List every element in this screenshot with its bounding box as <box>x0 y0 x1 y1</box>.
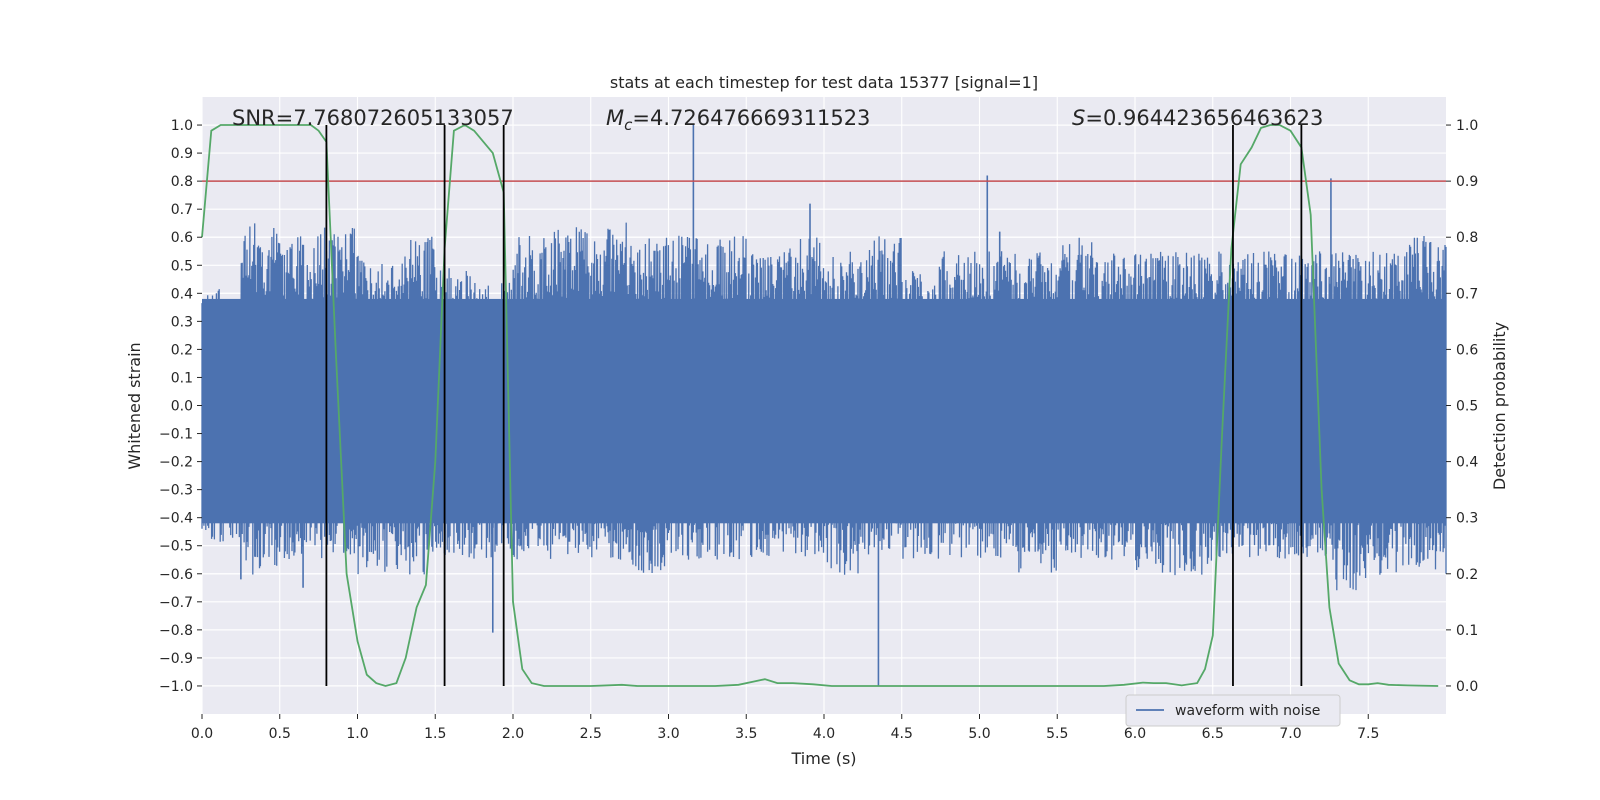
x-tick-label: 4.5 <box>891 726 913 742</box>
x-tick-label: 2.0 <box>502 726 524 742</box>
y-right-tick-label: 0.6 <box>1456 342 1478 358</box>
y-left-tick-label: −0.1 <box>159 427 193 443</box>
y-right-tick-label: 0.3 <box>1456 511 1478 527</box>
chirp-mass-annotation: Mc=4.726476669311523 <box>606 106 870 134</box>
snr-annotation: SNR=7.768072605133057 <box>232 106 514 130</box>
y-left-tick-label: −0.8 <box>159 623 193 639</box>
y-left-tick-label: 0.8 <box>171 174 193 190</box>
x-tick-label: 3.5 <box>735 726 757 742</box>
y-right-tick-label: 0.5 <box>1456 399 1478 415</box>
chirp-mass-symbol: M <box>606 106 624 130</box>
y-left-tick-label: −0.5 <box>159 539 193 555</box>
y-right-tick-label: 0.9 <box>1456 174 1478 190</box>
y-left-tick-label: −0.4 <box>159 511 193 527</box>
y-right-tick-label: 1.0 <box>1456 118 1478 134</box>
y-left-tick-label: 0.6 <box>171 230 193 246</box>
y-left-tick-label: −0.9 <box>159 651 193 667</box>
y-right-tick-label: 0.8 <box>1456 230 1478 246</box>
x-tick-label: 1.0 <box>346 726 368 742</box>
x-tick-label: 6.5 <box>1202 726 1224 742</box>
y-right-tick-label: 0.0 <box>1456 679 1478 695</box>
legend-box <box>1125 694 1341 727</box>
y-left-tick-label: −0.2 <box>159 455 193 471</box>
y-left-tick-label: −0.6 <box>159 567 193 583</box>
s-value: =0.964423656463623 <box>1085 106 1323 130</box>
x-tick-label: 0.0 <box>191 726 213 742</box>
x-tick-label: 7.5 <box>1357 726 1379 742</box>
y-left-tick-label: 0.7 <box>171 202 193 218</box>
s-symbol: S <box>1072 106 1085 130</box>
x-tick-label: 5.0 <box>968 726 990 742</box>
x-axis-label: Time (s) <box>790 749 856 768</box>
y-left-tick-label: 0.4 <box>171 286 193 302</box>
x-tick-label: 1.5 <box>424 726 446 742</box>
legend: waveform with noise <box>1125 694 1341 727</box>
y-left-tick-label: 0.0 <box>171 399 193 415</box>
y-axis-left-label: Whitened strain <box>125 342 144 469</box>
y-right-tick-label: 0.7 <box>1456 286 1478 302</box>
x-tick-label: 0.5 <box>269 726 291 742</box>
waveform-core <box>202 298 1446 524</box>
y-right-tick-label: 0.4 <box>1456 455 1478 471</box>
y-left-tick-label: −0.7 <box>159 595 193 611</box>
s-annotation: S=0.964423656463623 <box>1072 106 1323 130</box>
x-tick-label: 3.0 <box>657 726 679 742</box>
x-tick-label: 4.0 <box>813 726 835 742</box>
vertical-lines <box>325 125 1303 686</box>
y-right-tick-label: 0.1 <box>1456 623 1478 639</box>
y-left-tick-label: 0.3 <box>171 314 193 330</box>
chirp-mass-subscript: c <box>624 116 633 134</box>
y-left-tick-label: 1.0 <box>171 118 193 134</box>
y-left-tick-label: 0.1 <box>171 370 193 386</box>
y-axis-right-label: Detection probability <box>1490 322 1509 490</box>
y-left-tick-label: −0.3 <box>159 483 193 499</box>
legend-label: waveform with noise <box>1175 703 1320 719</box>
y-left-tick-label: −1.0 <box>159 679 193 695</box>
axes-layer: 0.0 0.5 1.0 1.5 2.0 2.5 3.0 3.5 4.0 4.5 5.0 5.5 6.0 6… <box>159 118 1478 742</box>
chirp-mass-value: =4.726476669311523 <box>632 106 870 130</box>
probability-line <box>201 123 1439 687</box>
x-tick-label: 2.5 <box>580 726 602 742</box>
probability-series <box>201 123 1439 687</box>
y-left-tick-label: 0.9 <box>171 146 193 162</box>
x-tick-label: 7.0 <box>1279 726 1301 742</box>
y-left-tick-label: 0.2 <box>171 342 193 358</box>
x-tick-label: 5.5 <box>1046 726 1068 742</box>
x-tick-label: 6.0 <box>1124 726 1146 742</box>
y-right-tick-label: 0.2 <box>1456 567 1478 583</box>
waveform-series <box>201 125 1447 686</box>
chart-title: stats at each timestep for test data 153… <box>610 73 1038 92</box>
y-left-tick-label: 0.5 <box>171 258 193 274</box>
